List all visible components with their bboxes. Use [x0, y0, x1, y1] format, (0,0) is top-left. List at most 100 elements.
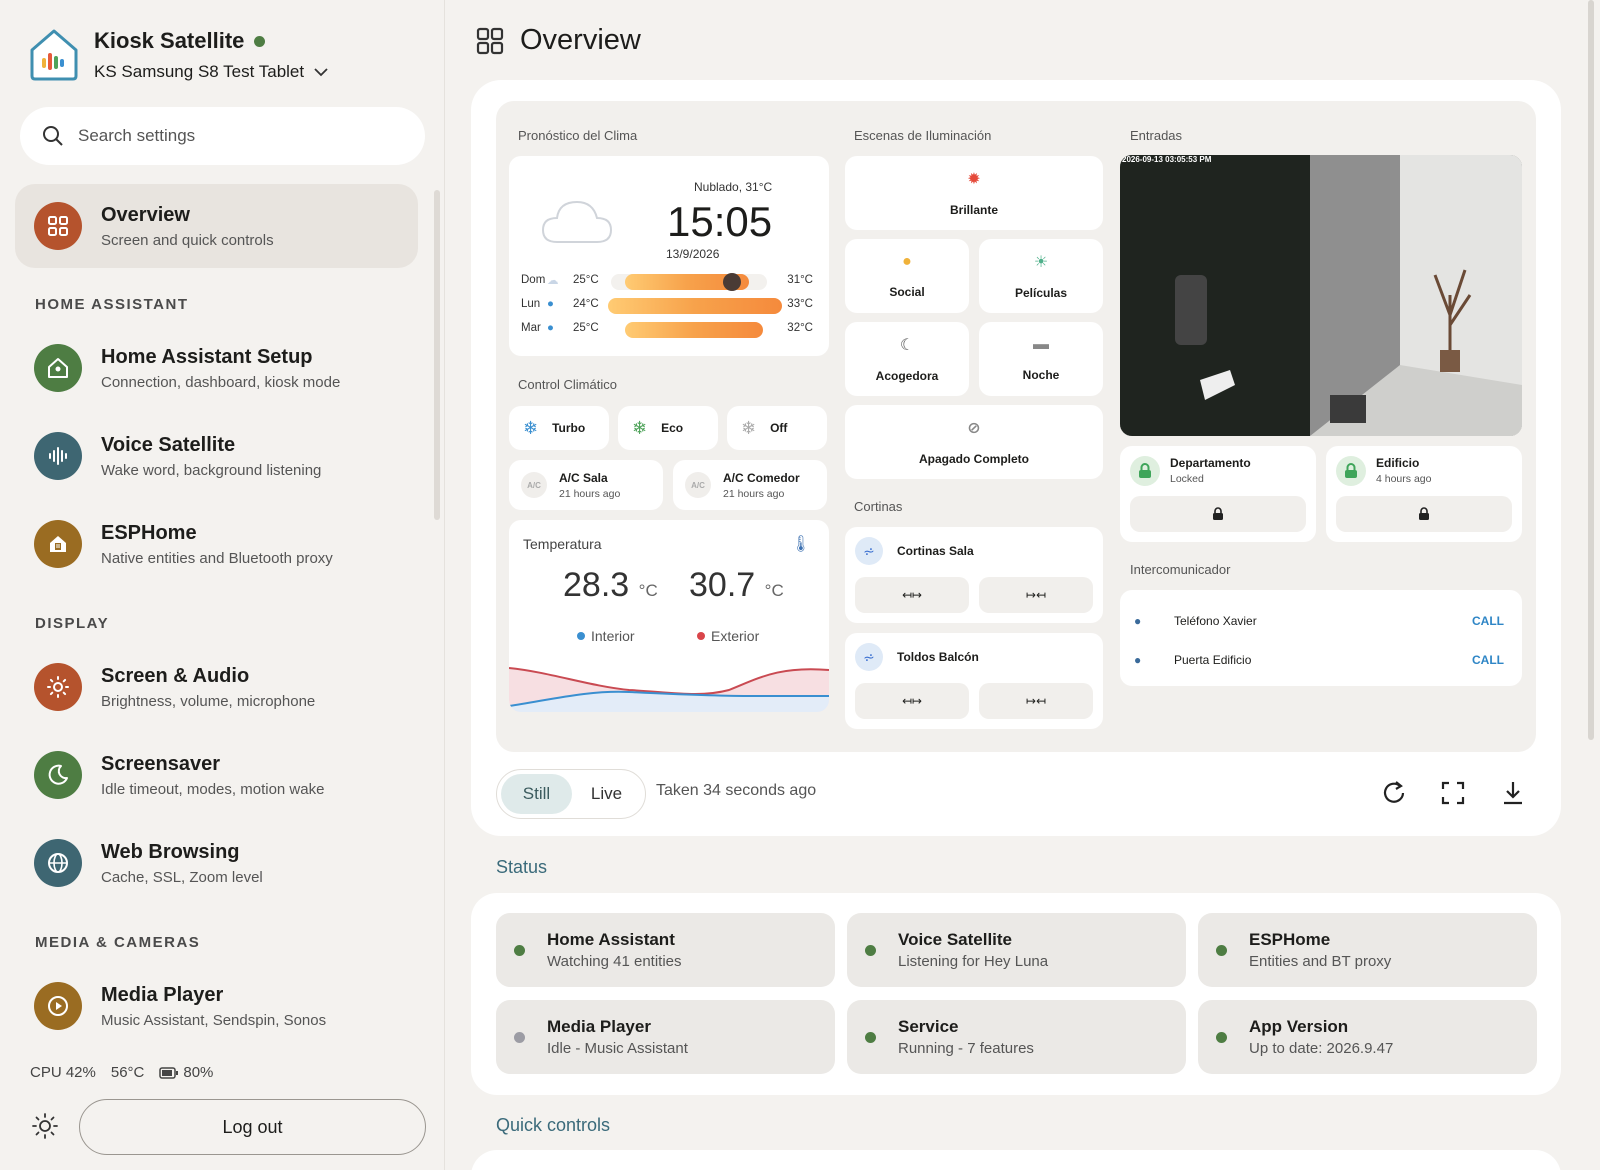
forecast-day: Dom [521, 274, 546, 286]
status-sub: Idle - Music Assistant [547, 1040, 688, 1057]
close-cover-button[interactable]: ↦↤ [979, 683, 1093, 719]
sidebar-item-voice-satellite[interactable]: Voice Satellite Wake word, background li… [15, 414, 418, 498]
nav-label: ESPHome [101, 521, 197, 544]
status-tile-esphome[interactable]: ESPHome Entities and BT proxy [1198, 913, 1537, 987]
legend-label: Exterior [711, 628, 760, 644]
forecast-range-bar [625, 274, 749, 290]
fullscreen-icon[interactable] [1438, 778, 1468, 808]
forecast-row: Lun ● 24°C 33°C [521, 294, 813, 314]
scene-social[interactable]: ● Social [845, 239, 969, 313]
scene-acogedora[interactable]: ☾ Acogedora [845, 322, 969, 396]
status-tile-app-version[interactable]: App Version Up to date: 2026.9.47 [1198, 1000, 1537, 1074]
cpu-usage: CPU 42% [30, 1064, 96, 1081]
lock-icon [1336, 456, 1366, 486]
still-option[interactable]: Still [501, 774, 572, 814]
status-tile-service[interactable]: Service Running - 7 features [847, 1000, 1186, 1074]
sidebar-item-web-browsing[interactable]: Web Browsing Cache, SSL, Zoom level [15, 821, 418, 905]
cover-card-toldos-balcon: ⩫ Toldos Balcón ↤↦ ↦↤ [845, 633, 1103, 729]
nav-label: Media Player [101, 983, 224, 1006]
climate-title: Control Climático [518, 377, 617, 392]
interior-temp-reading: 28.3 °C [563, 566, 658, 605]
close-cover-button[interactable]: ↦↤ [979, 577, 1093, 613]
sidebar-item-screen-audio[interactable]: Screen & Audio Brightness, volume, micro… [15, 645, 418, 729]
forecast-day: Mar [521, 322, 541, 334]
open-cover-button[interactable]: ↤↦ [855, 683, 969, 719]
interior-temp-value: 28.3 [563, 566, 630, 604]
sidebar-scrollbar[interactable] [434, 190, 440, 520]
scene-brillante[interactable]: ✹ Brillante [845, 156, 1103, 230]
sidebar-item-media-player[interactable]: Media Player Music Assistant, Sendspin, … [15, 964, 418, 1048]
temperature-card[interactable]: Temperatura 🌡 28.3 °C 30.7 °C Interior E… [509, 520, 829, 712]
capture-mode-toggle: Still Live [496, 769, 646, 819]
call-button[interactable]: CALL [1472, 614, 1504, 628]
status-label: Voice Satellite [898, 930, 1013, 949]
scene-label: Noche [1022, 368, 1060, 382]
intercom-contact: Teléfono Xavier [1174, 614, 1257, 628]
moon-icon [34, 751, 82, 799]
bulb-moon-icon: ☾ [899, 337, 915, 354]
search-input[interactable]: Search settings [20, 107, 425, 165]
dashboard-screenshot[interactable]: Pronóstico del Clima Nublado, 31°C 15:05… [496, 101, 1536, 752]
lock-toggle-button[interactable] [1336, 496, 1512, 532]
weather-card: Nublado, 31°C 15:05 13/9/2026 Dom ☁ 25°C… [509, 156, 829, 356]
chevron-down-icon [314, 67, 328, 76]
ac-comedor-tile[interactable]: A/C A/C Comedor 21 hours ago [673, 460, 827, 510]
page-title: Overview [520, 24, 641, 56]
status-heading: Status [496, 857, 548, 877]
refresh-icon[interactable] [1379, 778, 1409, 808]
weather-condition: Nublado, 31°C [694, 180, 773, 194]
bulb-off-icon: ⊘ [967, 420, 981, 437]
main-scrollbar[interactable] [1588, 0, 1594, 740]
climate-mode-turbo[interactable]: ❄ Turbo [509, 406, 609, 450]
nav-sub: Native entities and Bluetooth proxy [101, 549, 333, 567]
sidebar-item-esphome[interactable]: ESPHome Native entities and Bluetooth pr… [15, 502, 418, 586]
device-selector[interactable]: KS Samsung S8 Test Tablet [94, 62, 328, 82]
waveform-icon [34, 432, 82, 480]
lock-icon [1130, 456, 1160, 486]
status-label: Media Player [547, 1017, 651, 1036]
sidebar-item-overview[interactable]: Overview Screen and quick controls [15, 184, 418, 268]
snowflake-icon: ❄ [523, 417, 539, 438]
grid-icon [34, 202, 82, 250]
status-sub: Listening for Hey Luna [898, 953, 1049, 970]
download-icon[interactable] [1498, 778, 1528, 808]
camera-feed[interactable]: 2026-09-13 03:05:53 PM [1120, 155, 1522, 436]
bulb-icon: ● [902, 253, 912, 270]
exterior-temp-reading: 30.7 °C [689, 566, 784, 605]
ac-sala-tile[interactable]: A/C A/C Sala 21 hours ago [509, 460, 663, 510]
person-icon: ● [1134, 614, 1142, 628]
scene-peliculas[interactable]: ☀ Películas [979, 239, 1103, 313]
live-option[interactable]: Live [590, 784, 623, 803]
scene-label: Películas [1014, 286, 1068, 300]
close-arrows-icon: ↦↤ [1025, 694, 1047, 708]
forecast-high: 32°C [787, 322, 813, 334]
nav-label: Screen & Audio [101, 664, 250, 687]
status-tile-media-player[interactable]: Media Player Idle - Music Assistant [496, 1000, 835, 1074]
nav-label: Voice Satellite [101, 433, 236, 456]
weather-title: Pronóstico del Clima [518, 128, 638, 143]
legend-label: Interior [591, 628, 635, 644]
scenes-title: Escenas de Iluminación [854, 128, 992, 143]
sidebar-item-home-assistant-setup[interactable]: Home Assistant Setup Connection, dashboa… [15, 326, 418, 410]
climate-mode-off[interactable]: ❄ Off [727, 406, 827, 450]
theme-toggle-sun-icon[interactable] [31, 1112, 59, 1140]
logout-button[interactable]: Log out [79, 1099, 426, 1155]
intercom-contact: Puerta Edificio [1174, 653, 1252, 667]
close-arrows-icon: ↦↤ [1025, 588, 1047, 602]
climate-mode-eco[interactable]: ❄ Eco [618, 406, 718, 450]
scene-label: Apagado Completo [919, 452, 1029, 466]
sidebar-item-screensaver[interactable]: Screensaver Idle timeout, modes, motion … [15, 733, 418, 817]
snowflake-icon: ❄ [741, 417, 757, 438]
globe-icon [34, 839, 82, 887]
bulb-group-icon: ✹ [967, 171, 981, 188]
status-tile-home-assistant[interactable]: Home Assistant Watching 41 entities [496, 913, 835, 987]
camera-image [1120, 155, 1522, 436]
lock-toggle-button[interactable] [1130, 496, 1306, 532]
scene-noche[interactable]: ▬ Noche [979, 322, 1103, 396]
covers-title: Cortinas [854, 499, 903, 514]
call-button[interactable]: CALL [1472, 653, 1504, 667]
status-tile-voice-satellite[interactable]: Voice Satellite Listening for Hey Luna [847, 913, 1186, 987]
scene-apagado-completo[interactable]: ⊘ Apagado Completo [845, 405, 1103, 479]
padlock-icon [1419, 507, 1429, 520]
open-cover-button[interactable]: ↤↦ [855, 577, 969, 613]
